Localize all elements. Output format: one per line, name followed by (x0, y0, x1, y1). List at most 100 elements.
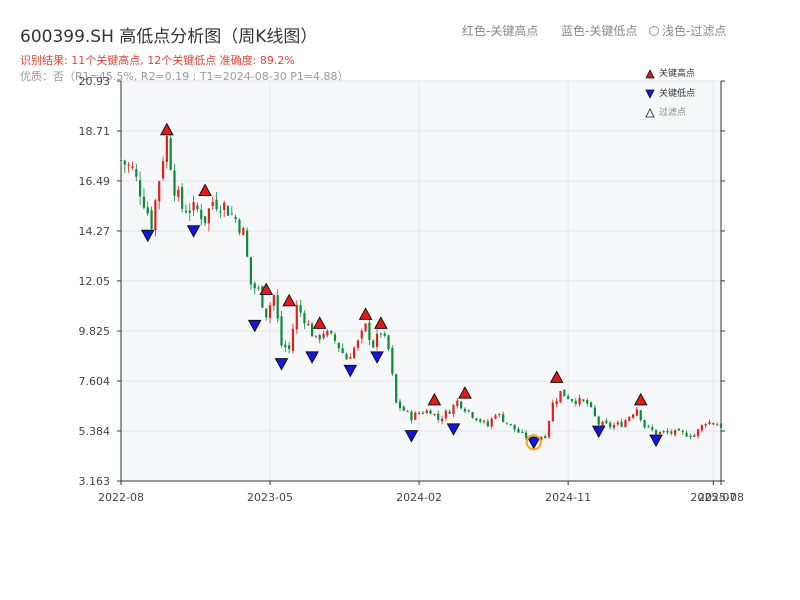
candle-body (192, 202, 195, 211)
key-high-marker (198, 183, 212, 196)
top-legend-blue: 蓝色-关键低点 (561, 24, 638, 38)
candle-body (307, 323, 310, 325)
candle-body (463, 409, 467, 412)
candle-body (482, 420, 486, 422)
result-text: 识别结果: 11个关键高点, 12个关键低点 准确度: 89.2% (20, 54, 295, 67)
candle-body (651, 427, 654, 430)
candle-body (398, 401, 402, 408)
y-tick-label: 5.384 (79, 425, 111, 438)
candle-body (173, 170, 176, 196)
candle-body (139, 180, 142, 197)
candle-body (502, 414, 505, 423)
candle-body (475, 418, 478, 421)
candle-body (299, 305, 302, 313)
candle-body (429, 410, 432, 414)
legend-filtered-label: 过滤点 (659, 108, 687, 118)
key-low-marker (140, 229, 155, 243)
candle-body (609, 422, 612, 428)
legend-high-label: 关键高点 (659, 69, 696, 79)
candle-body (677, 428, 681, 431)
candle-body (471, 412, 474, 418)
key-low-marker (446, 423, 461, 436)
candle-body (261, 286, 264, 308)
candle-body (387, 335, 390, 350)
candle-body (230, 213, 233, 215)
legend-filtered: 过滤点 (645, 105, 686, 118)
candle-body (410, 411, 413, 421)
candle-body (414, 412, 417, 420)
candle-body (375, 333, 379, 347)
candle-body (544, 436, 547, 439)
candle-body (547, 421, 551, 438)
candle-body (616, 422, 619, 425)
candle-body (249, 257, 253, 285)
key-high-marker (282, 293, 296, 307)
x-tick-label: 2025-07 (690, 491, 736, 504)
candle-body (150, 210, 153, 229)
x-tick-label: 2022-08 (98, 491, 144, 504)
circle-icon (649, 26, 659, 36)
candle-body (662, 431, 665, 433)
candle-body (341, 348, 344, 354)
candle-body (158, 181, 161, 202)
candle-body (402, 406, 405, 411)
candle-body (654, 429, 658, 435)
candle-body (612, 424, 616, 428)
candle-body (574, 400, 577, 404)
candle-body (295, 304, 298, 330)
candle-body (517, 428, 520, 433)
candle-body (246, 230, 249, 257)
key-low-marker (274, 358, 289, 371)
candle-body (513, 424, 516, 430)
key-high-marker (427, 392, 442, 406)
candle-body (567, 396, 570, 399)
candle-body (291, 328, 295, 351)
y-tick-label: 18.71 (79, 125, 111, 138)
candle-body (460, 401, 463, 409)
candle-body (551, 402, 554, 422)
candle-body (372, 340, 375, 348)
y-tick-label: 14.27 (79, 225, 111, 238)
top-legend-light-label: 浅色-过滤点 (662, 24, 727, 38)
key-low-marker (186, 225, 201, 238)
y-tick-label: 7.604 (79, 375, 111, 388)
candle-body (406, 411, 409, 413)
candle-body (207, 208, 210, 224)
key-low-marker (247, 319, 262, 333)
candle-body (704, 424, 707, 426)
candle-body (696, 429, 700, 437)
top-legend-light: 浅色-过滤点 (649, 22, 726, 39)
key-low-marker (370, 351, 384, 364)
candle-body (559, 391, 562, 403)
candle-body (154, 200, 157, 231)
candle-body (322, 333, 325, 338)
candle-body (131, 166, 134, 169)
candle-body (379, 333, 382, 335)
candle-body (353, 347, 356, 358)
key-high-marker (312, 316, 327, 329)
key-low-marker (526, 436, 541, 450)
key-low-marker (343, 364, 358, 378)
candle-body (196, 205, 199, 210)
triangle-up-outline-icon (645, 107, 655, 117)
candle-body (555, 400, 558, 405)
candle-body (226, 205, 230, 216)
key-high-marker (259, 282, 274, 296)
candle-body (582, 399, 585, 401)
candle-body (639, 410, 642, 421)
candle-body (223, 202, 226, 210)
key-high-marker (549, 370, 564, 383)
candle-body (490, 418, 493, 427)
candle-body (719, 423, 723, 428)
candle-body (570, 399, 574, 402)
candle-body (200, 209, 203, 220)
candle-body (494, 415, 497, 419)
candle-body (498, 414, 501, 416)
candle-body (142, 196, 146, 208)
candle-body (265, 308, 268, 318)
candle-body (635, 409, 639, 416)
candle-body (123, 160, 126, 165)
candle-body (440, 418, 444, 422)
candle-body (188, 210, 191, 213)
candle-body (417, 412, 421, 414)
